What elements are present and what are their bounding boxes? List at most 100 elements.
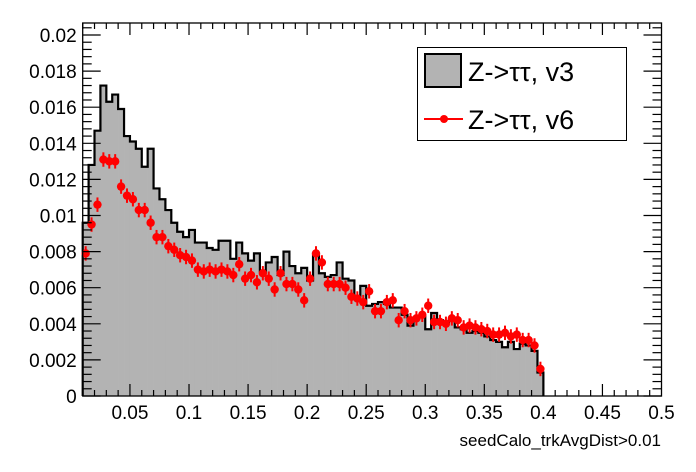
histogram-bar: [153, 188, 160, 396]
v6-point: [270, 282, 279, 297]
plot-frame: [82, 22, 663, 397]
x-axis-ticks: 0.05 0.1 0.15 0.2 0.25 0.3 0.35 0.4 0.45 0.5: [82, 23, 675, 424]
histogram-bar: [271, 257, 278, 396]
x-tick-label: 0.1: [176, 403, 202, 424]
histogram-bar: [519, 343, 526, 396]
x-tick-label: 0.3: [412, 403, 438, 424]
v3-histogram: [81, 84, 545, 397]
histogram-bar: [419, 316, 426, 396]
v6-marker: [128, 195, 138, 204]
v6-marker: [530, 341, 539, 350]
histogram-bar: [236, 242, 243, 396]
histogram-bar: [189, 229, 196, 396]
v6-marker: [288, 279, 297, 289]
y-tick-label: 0: [66, 387, 77, 408]
v6-point: [488, 327, 498, 342]
v6-point: [128, 192, 138, 207]
y-tick-label: 0.008: [29, 243, 77, 264]
y-axis-ticks: 0 0.002 0.004 0.006 0.008 0.01 0.012 0.014 0.016…: [29, 26, 662, 408]
v6-marker: [146, 218, 155, 227]
v6-point: [282, 276, 291, 292]
v6-marker: [258, 269, 268, 278]
histogram-bar: [88, 164, 95, 396]
histogram-bar: [372, 303, 379, 396]
v6-marker: [329, 279, 338, 289]
v6-marker: [518, 335, 527, 345]
v6-marker: [93, 200, 102, 209]
y-tick-label: 0.016: [29, 98, 77, 119]
histogram-bar: [283, 251, 290, 396]
histogram-bar: [401, 314, 408, 396]
v6-point: [424, 298, 433, 313]
histogram-bar: [466, 332, 473, 396]
histogram-bar: [378, 302, 385, 396]
y-tick-label: 0.02: [40, 26, 77, 47]
v6-marker: [187, 256, 197, 265]
histogram-bar: [165, 210, 172, 396]
histogram-bar: [442, 321, 450, 396]
v6-marker: [512, 330, 521, 339]
histogram-bar: [537, 372, 544, 396]
v6-point: [116, 179, 126, 194]
x-tick-label: 0.25: [348, 403, 385, 424]
v6-marker: [299, 296, 309, 305]
v6-marker: [235, 260, 244, 269]
v6-marker: [305, 274, 315, 283]
v6-marker: [317, 258, 327, 267]
v6-point: [453, 312, 462, 328]
v6-marker: [364, 287, 374, 296]
v6-marker: [246, 270, 256, 280]
v6-point: [187, 253, 197, 268]
v6-point: [140, 202, 149, 218]
v6-point: [276, 266, 285, 281]
histogram-bar: [295, 273, 302, 396]
histogram-bar: [212, 249, 219, 396]
x-tick-label: 0.4: [530, 403, 557, 424]
x-tick-label: 0.15: [230, 403, 267, 424]
histogram-bar: [307, 280, 314, 396]
histogram-bar: [389, 307, 397, 396]
legend-label-v6: Z->ττ, v6: [468, 105, 574, 135]
v6-point: [370, 303, 380, 319]
histogram-bar: [366, 305, 373, 396]
histogram-bar: [230, 258, 237, 396]
y-tick-label: 0.006: [29, 279, 77, 300]
frame-border: [82, 22, 663, 397]
v6-marker: [370, 306, 380, 316]
histogram-bar: [413, 318, 420, 396]
histogram-bar: [395, 307, 402, 396]
histogram-bar: [218, 240, 225, 396]
histogram-bar: [253, 253, 261, 396]
v6-point: [465, 318, 474, 333]
v6-point: [388, 293, 397, 308]
v6-point: [152, 229, 161, 245]
histogram-bar: [118, 109, 125, 396]
v6-point: [311, 246, 321, 261]
histogram-bar: [100, 85, 107, 396]
v6-marker: [453, 315, 462, 325]
v6-point: [146, 215, 155, 230]
y-tick-label: 0.018: [29, 62, 77, 83]
histogram-bar: [354, 296, 361, 396]
v6-marker: [158, 232, 167, 242]
v6-point: [530, 338, 539, 353]
v6-point: [110, 154, 120, 169]
histogram-bar: [177, 231, 184, 396]
histogram-bar: [496, 341, 503, 396]
v6-marker: [441, 319, 451, 328]
histogram-bar: [248, 260, 255, 396]
v6-point: [235, 257, 244, 272]
x-axis-title: seedCalo_trkAvgDist>0.01: [460, 431, 661, 450]
v6-marker: [110, 157, 120, 166]
v6-point: [524, 332, 533, 348]
histogram-bar: [171, 222, 178, 396]
v6-marker: [359, 297, 368, 307]
v6-marker: [252, 278, 262, 287]
histogram-bar: [431, 312, 438, 396]
v6-marker: [140, 205, 149, 215]
v6-point: [264, 271, 273, 286]
histogram-bar: [206, 247, 213, 396]
histogram-bar: [507, 341, 515, 396]
histogram-bar: [129, 141, 137, 396]
v6-marker: [311, 249, 321, 258]
